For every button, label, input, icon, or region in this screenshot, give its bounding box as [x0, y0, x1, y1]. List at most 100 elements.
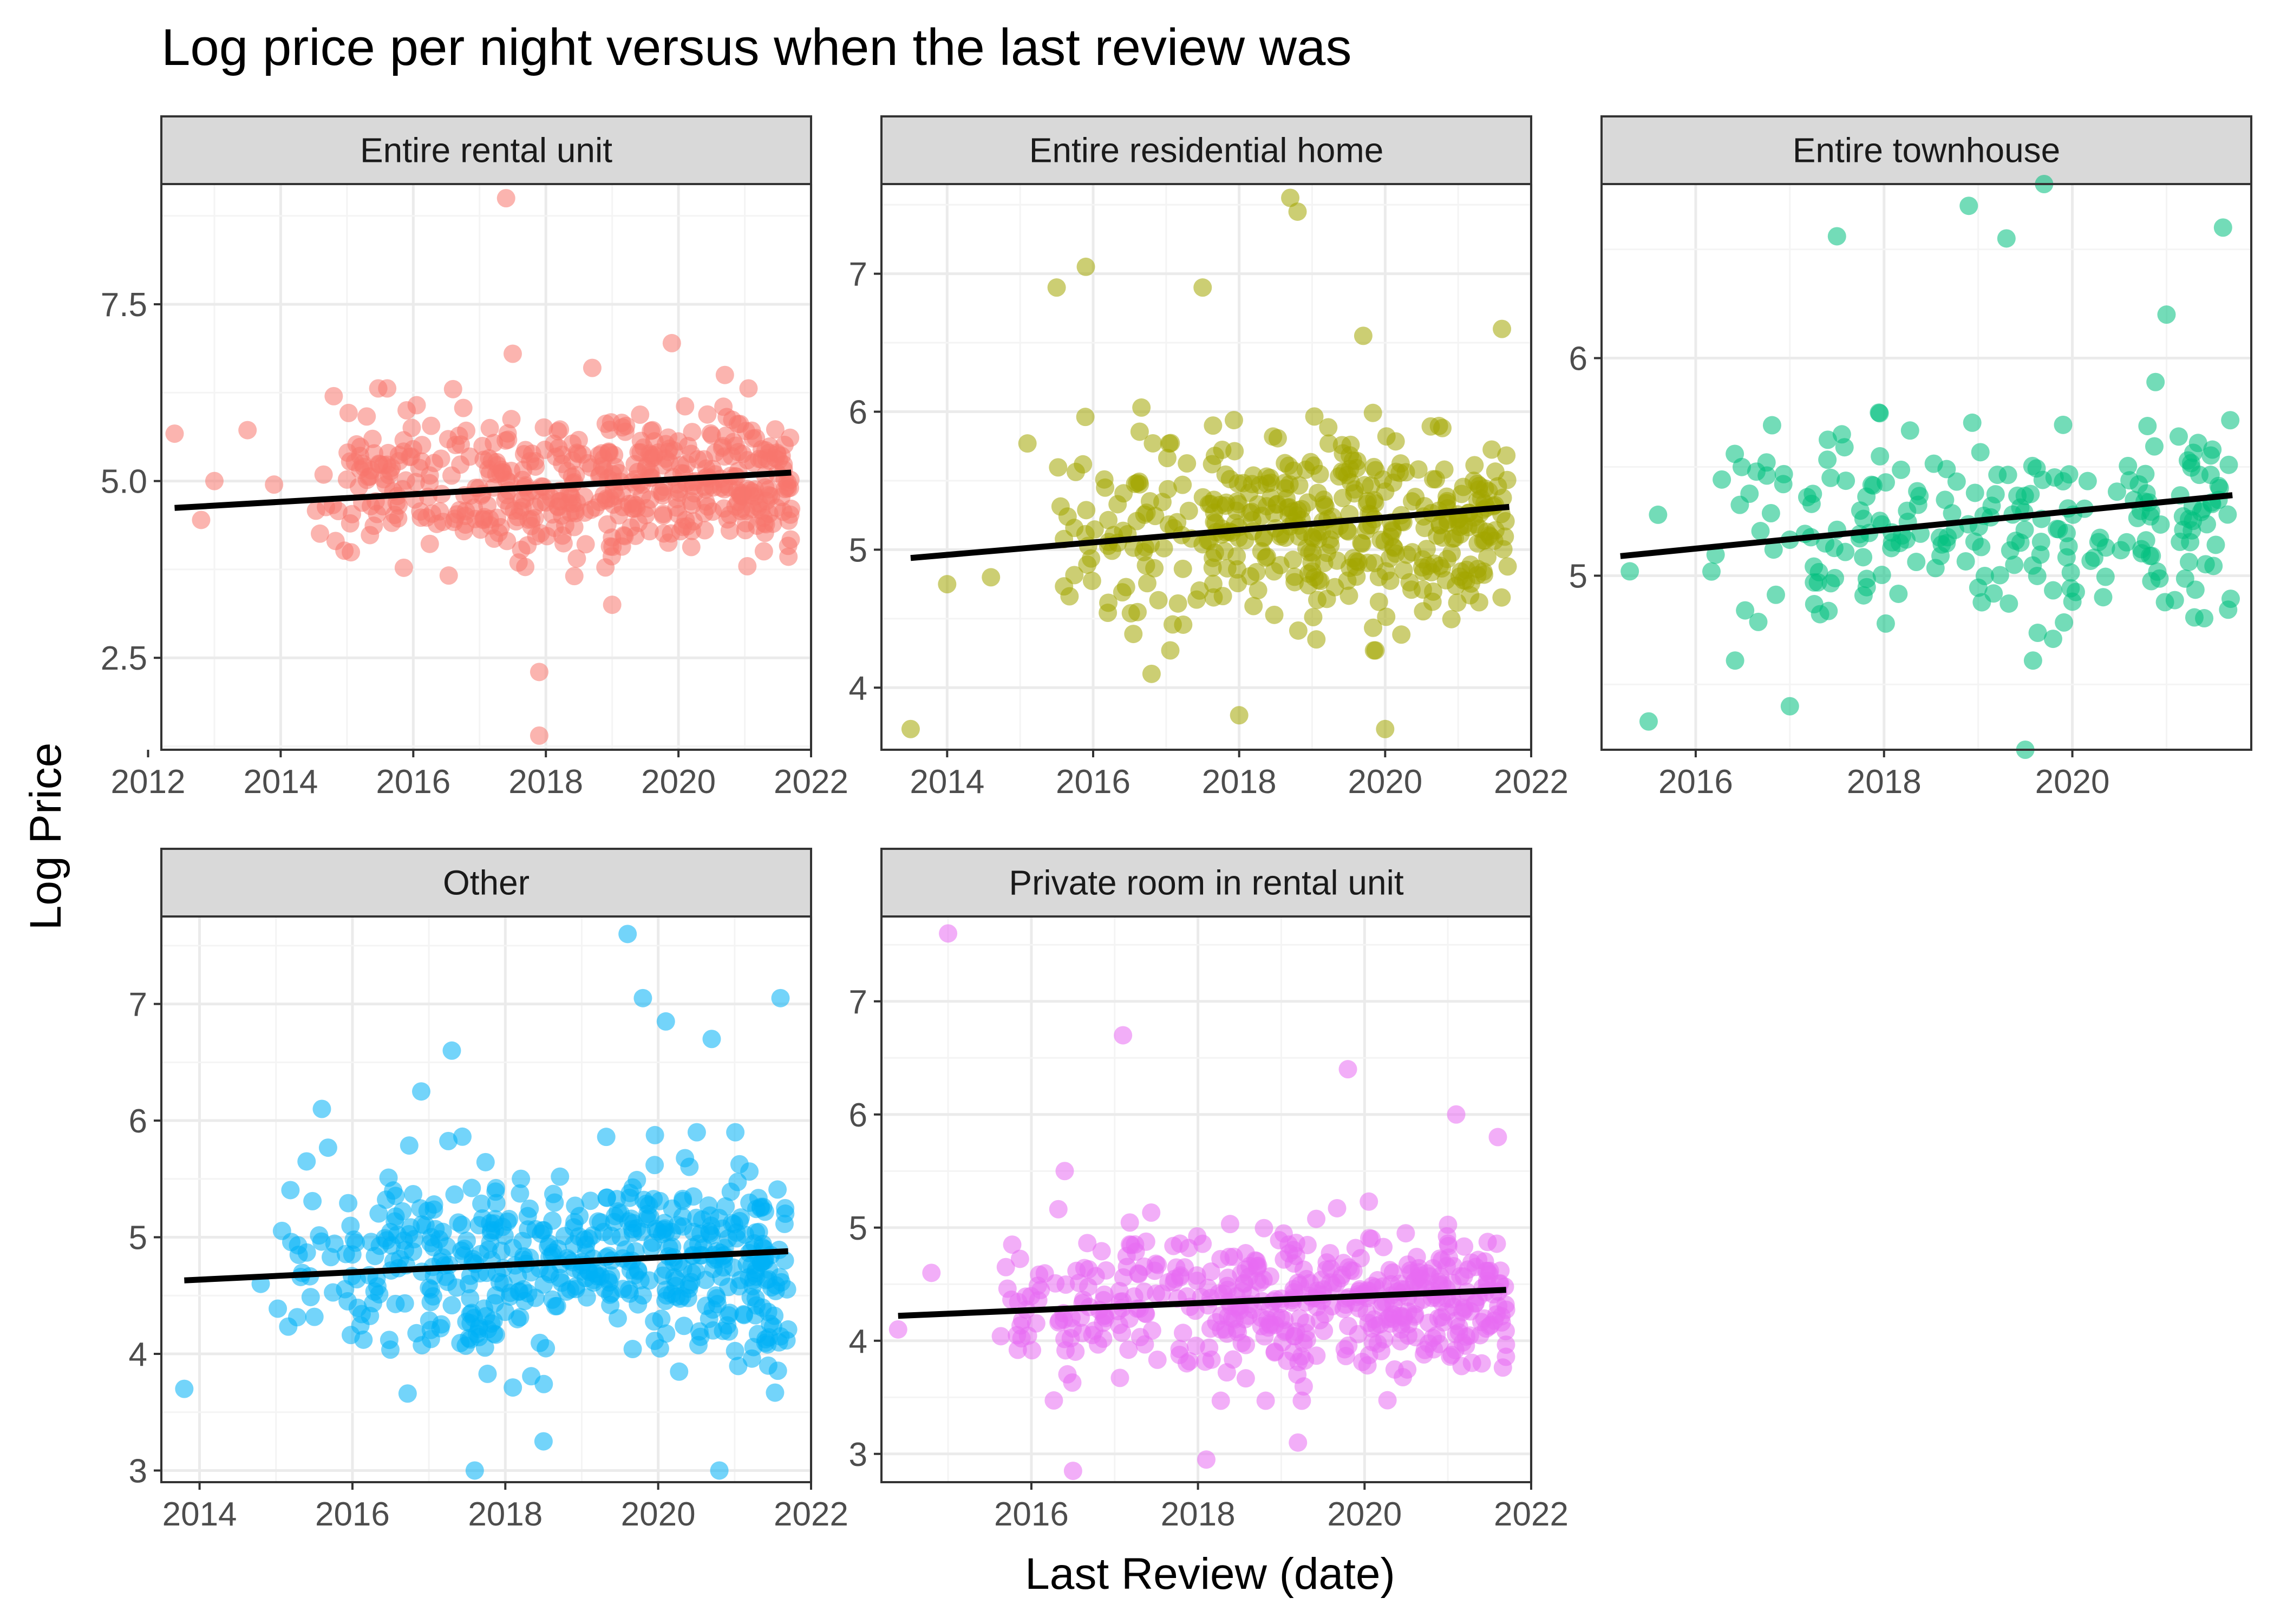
data-point	[1119, 1340, 1138, 1359]
data-point	[518, 1207, 537, 1226]
data-point	[1357, 1304, 1376, 1322]
data-point	[1319, 434, 1338, 453]
data-point	[663, 1199, 682, 1218]
data-point	[2210, 479, 2229, 497]
data-point	[1319, 418, 1338, 437]
data-point	[722, 1214, 741, 1233]
data-point	[1321, 1243, 1339, 1262]
data-point	[1366, 641, 1385, 660]
facet-panel: Entire townhouse 2016 2018 2020 5 6	[1569, 115, 2252, 801]
data-point	[1130, 422, 1149, 441]
data-point	[2185, 608, 2204, 627]
data-point	[1442, 543, 1461, 562]
data-point	[1236, 1369, 1255, 1388]
data-point	[719, 1306, 738, 1325]
data-point	[1049, 458, 1068, 477]
data-point	[748, 1325, 767, 1344]
data-point	[695, 521, 714, 540]
data-point	[600, 1273, 619, 1292]
data-point	[514, 445, 533, 464]
data-point	[1442, 610, 1461, 628]
data-point	[2186, 580, 2205, 599]
data-point	[682, 538, 701, 556]
data-point	[547, 1296, 566, 1315]
y-tick-label: 7.5	[101, 286, 147, 324]
data-point	[781, 505, 800, 524]
data-point	[1030, 1265, 1049, 1284]
data-point	[1391, 454, 1410, 473]
data-point	[511, 1184, 530, 1203]
data-point	[776, 1204, 795, 1223]
data-point	[1167, 1258, 1186, 1277]
data-point	[2169, 427, 2188, 446]
data-point	[1173, 1324, 1192, 1343]
data-point	[1780, 697, 1799, 716]
data-point	[1230, 706, 1249, 725]
data-point	[422, 416, 441, 435]
data-point	[165, 424, 184, 443]
data-point	[312, 1099, 331, 1118]
data-point	[1203, 455, 1221, 474]
data-point	[1108, 495, 1127, 514]
x-tick-label: 2014	[243, 763, 318, 801]
data-point	[301, 1288, 320, 1307]
data-point	[738, 556, 757, 575]
data-point	[496, 189, 515, 208]
data-point	[1047, 278, 1066, 297]
data-point	[439, 1131, 458, 1150]
data-point	[1805, 595, 1824, 614]
data-point	[1401, 1261, 1420, 1280]
data-point	[1392, 625, 1411, 644]
data-point	[683, 423, 702, 442]
data-point	[1173, 559, 1192, 578]
data-point	[2096, 567, 2115, 586]
data-point	[1900, 421, 1919, 440]
data-point	[1496, 1321, 1515, 1340]
data-point	[701, 1206, 720, 1225]
data-point	[982, 568, 1001, 587]
data-point	[394, 558, 413, 577]
data-point	[1240, 1256, 1259, 1275]
panel-border	[1600, 183, 2252, 751]
data-point	[1220, 470, 1239, 489]
data-point	[1254, 529, 1273, 548]
data-point	[1403, 543, 1422, 562]
data-point	[1249, 581, 1267, 600]
data-point	[1298, 493, 1317, 512]
panel-border	[160, 915, 812, 1483]
data-point	[616, 422, 635, 441]
data-point	[472, 1194, 491, 1213]
data-point	[659, 533, 678, 552]
data-point	[546, 447, 565, 466]
data-point	[2219, 455, 2238, 474]
data-point	[1304, 608, 1323, 627]
data-point	[1099, 510, 1118, 529]
data-point	[1288, 202, 1307, 221]
facet-panel: Entire rental unit 2012 2014 2016 2018 2020 20…	[101, 115, 848, 801]
data-point	[1281, 188, 1300, 207]
data-point	[1256, 548, 1275, 567]
data-point	[1264, 427, 1283, 446]
data-point	[1857, 569, 1876, 588]
data-point	[674, 1217, 692, 1236]
data-point	[1240, 503, 1259, 522]
data-point	[631, 1271, 650, 1289]
data-point	[1498, 557, 1517, 576]
data-point	[1136, 538, 1155, 556]
facet-strip	[1600, 115, 2252, 185]
y-tick-label: 4	[849, 670, 867, 707]
data-point	[553, 506, 572, 525]
data-point	[2005, 555, 2024, 574]
data-point	[511, 1308, 530, 1327]
data-point	[1870, 404, 1889, 423]
data-point	[1702, 562, 1721, 581]
data-point	[400, 1136, 419, 1155]
data-point	[361, 1306, 380, 1325]
data-point	[1761, 503, 1780, 522]
data-point	[1061, 1328, 1080, 1347]
data-point	[1965, 483, 1984, 502]
data-point	[2120, 471, 2139, 490]
data-point	[1265, 605, 1284, 624]
data-point	[1027, 1314, 1045, 1333]
data-point	[1496, 1295, 1515, 1314]
